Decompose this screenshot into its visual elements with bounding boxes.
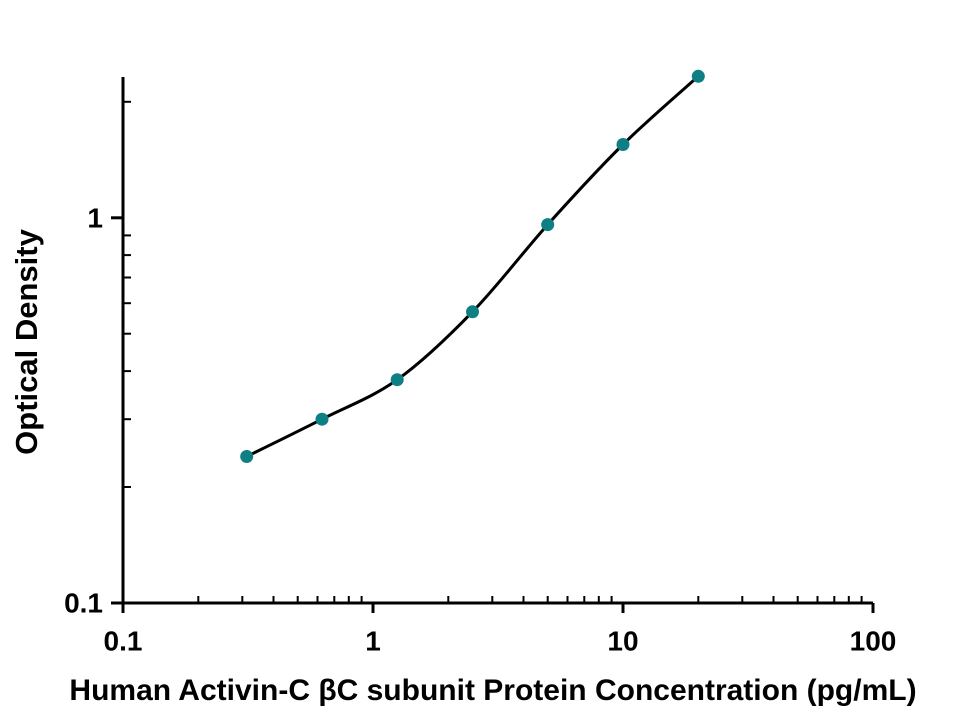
- data-point-marker: [616, 138, 630, 151]
- data-point-marker: [541, 218, 555, 232]
- data-point-marker: [390, 373, 404, 387]
- x-tick-label: 1: [365, 626, 381, 657]
- y-tick-label: 1: [87, 202, 103, 233]
- axis-spines: [121, 77, 873, 605]
- x-tick-label: 0.1: [104, 626, 143, 657]
- data-point-marker: [240, 450, 254, 463]
- data-point-marker: [691, 69, 705, 83]
- standard-curve-line: [245, 74, 700, 458]
- x-axis-title: Human Activin-C βC subunit Protein Conce…: [69, 674, 917, 707]
- y-tick-label: 0.1: [64, 588, 103, 619]
- x-tick-label: 100: [850, 626, 897, 657]
- data-point-marker: [315, 412, 329, 426]
- x-tick-label: 10: [607, 626, 638, 657]
- y-axis-title: Optical Density: [9, 229, 44, 455]
- data-point-marker: [466, 305, 479, 319]
